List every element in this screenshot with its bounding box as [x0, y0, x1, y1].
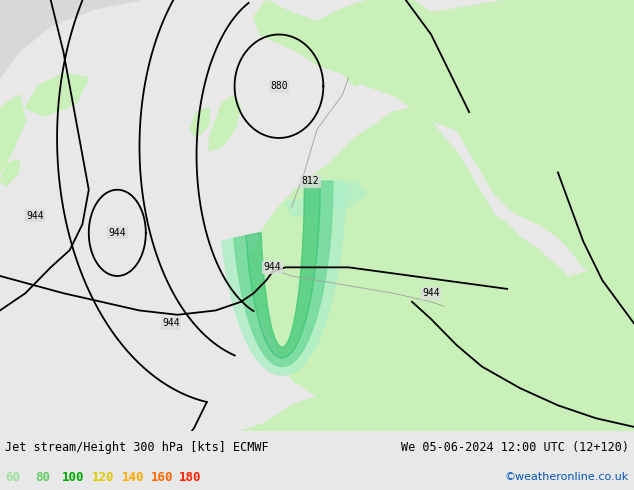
Polygon shape [246, 181, 320, 358]
Text: 140: 140 [122, 470, 144, 484]
Text: 944: 944 [26, 211, 44, 220]
Polygon shape [285, 181, 368, 216]
Text: 944: 944 [264, 262, 281, 272]
Polygon shape [0, 160, 19, 185]
Text: 80: 80 [35, 470, 50, 484]
Text: ©weatheronline.co.uk: ©weatheronline.co.uk [505, 472, 629, 482]
Polygon shape [0, 0, 139, 77]
Text: We 05-06-2024 12:00 UTC (12+120): We 05-06-2024 12:00 UTC (12+120) [401, 441, 629, 454]
Text: 60: 60 [5, 470, 20, 484]
Text: Jet stream/Height 300 hPa [kts] ECMWF: Jet stream/Height 300 hPa [kts] ECMWF [5, 441, 269, 454]
Polygon shape [342, 0, 634, 293]
Text: 160: 160 [151, 470, 173, 484]
Text: 812: 812 [302, 176, 320, 186]
Text: 880: 880 [270, 81, 288, 91]
Polygon shape [209, 95, 241, 151]
Polygon shape [190, 108, 209, 138]
Text: 100: 100 [62, 470, 84, 484]
Polygon shape [241, 397, 412, 431]
Polygon shape [558, 268, 634, 336]
Text: 944: 944 [108, 228, 126, 238]
Text: 120: 120 [92, 470, 114, 484]
Text: 944: 944 [162, 318, 180, 328]
Polygon shape [241, 108, 634, 431]
Polygon shape [234, 181, 333, 367]
Polygon shape [254, 0, 444, 86]
Text: 180: 180 [179, 470, 201, 484]
Polygon shape [0, 95, 25, 172]
Polygon shape [25, 74, 89, 117]
Polygon shape [222, 181, 346, 375]
Text: 944: 944 [422, 288, 440, 298]
